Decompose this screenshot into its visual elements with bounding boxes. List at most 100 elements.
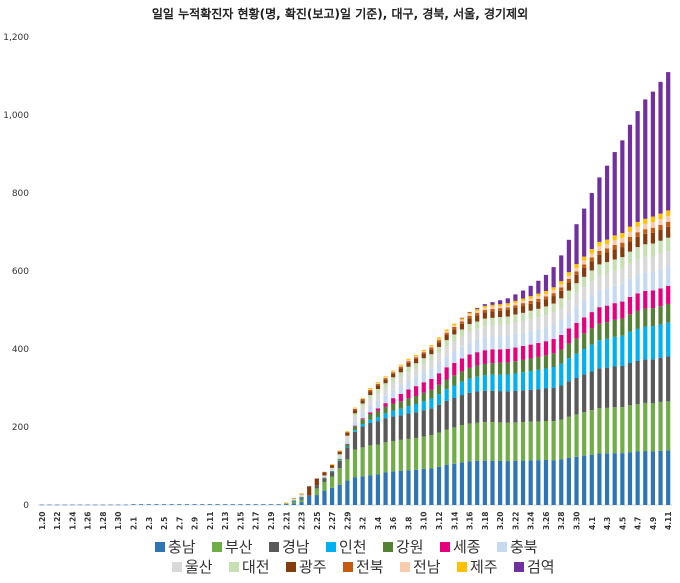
bar-segment [536,317,541,329]
bar-segment [498,306,503,309]
bar-segment [329,487,335,505]
bar-segment [482,309,487,313]
bar-segment [528,421,533,461]
bar-segment [620,283,625,302]
y-axis: 0 200 400 600 800 1,000 1,200 [3,33,672,511]
bar-segment [391,372,396,374]
bar-segment [467,318,472,325]
bar-segment [559,385,564,420]
bar-segment [337,459,342,461]
bar-segment [421,392,426,402]
bar-segment [345,441,350,444]
bar-segment [513,361,518,374]
bar-segment [406,398,411,407]
bar-segment [215,504,220,505]
bar-segment [620,318,625,336]
x-tick-label: 3.18 [481,511,490,530]
bar-segment [543,368,549,389]
bar-segment [398,368,403,373]
bar-segment [375,421,381,445]
bar-segment [345,430,350,432]
bar-segment [643,233,648,245]
bar-segment [368,412,373,414]
bar-segment [635,293,640,311]
bar-segment [635,247,640,260]
bar-segment [184,504,190,505]
bar-segment [375,389,381,394]
bar-segment [47,504,52,506]
legend-swatch [155,542,165,552]
bar-segment [436,384,442,395]
bar-segment [536,298,541,302]
legend-label: 인천 [339,538,367,556]
bar-segment [368,388,373,390]
bar-segment [329,464,335,466]
bar-segment [551,339,556,354]
bar-segment [513,333,518,348]
bar-segment [85,504,90,506]
bar-segment [77,504,83,506]
bar-segment [467,461,472,505]
bar-segment [604,243,610,249]
bar-segment [345,432,350,433]
bar-segment [536,421,541,461]
bar-segment [612,336,617,367]
bar-segment [528,389,533,422]
bar-segment [490,302,495,305]
x-tick-label: 3.28 [557,511,566,530]
bar-segment [482,422,487,461]
bar-segment [291,500,296,501]
x-tick-label: 4.11 [664,511,673,530]
bar-segment [452,375,457,386]
bar-segment [520,359,526,373]
bar-segment [627,263,633,279]
bar-segment [475,339,480,353]
x-tick-label: 2.17 [252,511,261,530]
bar-segment [429,398,434,409]
bar-segment [627,124,633,227]
bar-segment [566,282,571,291]
bar-segment [520,345,526,360]
bar-segment [284,502,289,504]
bar-segment [650,232,656,244]
bar-segment [597,408,602,454]
x-tick-label: 1.28 [99,511,108,530]
bar-segment [482,375,487,391]
bar-segment [284,504,289,506]
bar-segment [452,427,457,464]
legend-swatch [514,562,524,572]
bar-segment [574,293,579,307]
x-tick-label: 4.9 [649,517,658,530]
bar-segment [337,450,342,452]
bar-segment [574,353,579,378]
bar-segment [543,388,549,422]
bar-segment [360,399,365,401]
bar-segment [291,503,296,505]
bar-segment [429,408,434,436]
bar-segment [498,336,503,350]
bar-segment [391,370,396,372]
bar-segment [597,241,602,247]
bar-segment [635,275,640,294]
bar-segment [551,367,556,388]
bar-segment [329,464,335,466]
bar-segment [627,363,633,406]
bar-segment [475,376,480,392]
bar-segment [398,372,403,378]
bar-segment [368,391,373,396]
legend-swatch [229,562,239,572]
bar-segment [467,423,472,462]
bar-segment [429,354,434,360]
bar-segment [597,368,602,409]
bar-segment [650,403,656,452]
bar-segment [307,486,312,496]
bar-segment [329,467,335,469]
bar-segment [597,177,602,242]
bar-segment [627,231,633,237]
bar-segment [589,454,594,505]
bar-segment [452,334,457,342]
bar-segment [643,229,648,234]
bar-segment [352,477,358,505]
bar-segment [482,304,487,306]
bar-segment [421,382,426,393]
